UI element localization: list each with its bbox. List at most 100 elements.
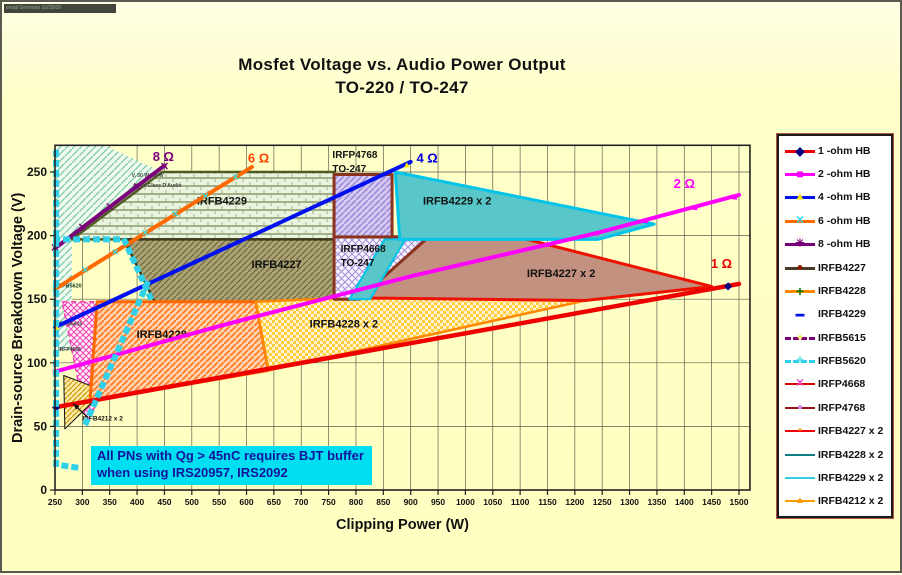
x-tick-label: 600 (239, 497, 253, 507)
x-tick-label: 1000 (456, 497, 475, 507)
label-IRFB4227: IRFB4227 (252, 259, 302, 271)
legend-label: IRFB4229 (818, 308, 866, 321)
label-IRFB4212-x-2: IRFB4212 x 2 (82, 415, 123, 422)
legend-item-2--ohm-HB: ■ 2 -ohm HB (785, 168, 889, 180)
y-tick-label: 150 (27, 292, 47, 306)
legend-item-1--ohm-HB: ◆ 1 -ohm HB (785, 145, 889, 157)
marker-6-ohm HB: ✕ (172, 209, 180, 219)
legend-line (785, 500, 815, 503)
x-tick-label: 1500 (730, 497, 749, 507)
legend-sample: ● (785, 402, 815, 414)
note-line2: when using IRS20957, IRS2092 (97, 464, 288, 480)
legend-line (785, 219, 815, 223)
legend-label: 2 -ohm HB (818, 168, 871, 181)
legend-sample: ▲ (785, 495, 815, 507)
legend-marker-icon: ▪ (798, 425, 802, 437)
marker-2-ohm HB: ■ (643, 215, 648, 225)
legend-label: 8 -ohm HB (818, 238, 871, 251)
legend-line (785, 173, 815, 177)
x-tick-label: 650 (267, 497, 281, 507)
legend-sample: ◆ (785, 145, 815, 157)
legend-item-IRFB4228: + IRFB4228 (785, 282, 889, 299)
label-TO-247: TO-247 (332, 164, 366, 175)
legend-sample: ✕ (785, 378, 815, 390)
x-tick-label: 700 (294, 497, 308, 507)
x-tick-label: 250 (48, 497, 62, 507)
marker-6-ohm HB: ✕ (232, 172, 240, 182)
chart-title-line2: TO-220 / TO-247 (335, 77, 469, 97)
x-tick-label: 400 (130, 497, 144, 507)
legend-label: IRFB4227 x 2 (818, 425, 884, 438)
dashed-IRFB5620-h (53, 236, 158, 309)
line-label-2-ohm HB: 2 Ω (674, 176, 695, 191)
x-tick-label: 900 (404, 497, 418, 507)
y-tick-label: 200 (27, 229, 47, 243)
legend-item-6--ohm-HB: ✕ 6 -ohm HB (785, 215, 889, 227)
marker-4-ohm HB: ▲ (402, 159, 411, 169)
legend-item-4--ohm-HB: ▲ 4 -ohm HB (785, 191, 889, 203)
legend-item-8--ohm-HB: ✳ 8 -ohm HB (785, 238, 889, 250)
marker-6-ohm HB: ✕ (111, 247, 119, 257)
legend-sample (785, 449, 815, 461)
legend-sample: ▬ (785, 308, 815, 320)
legend-label: IRFB5615 (818, 331, 866, 344)
marker-2-ohm HB: ■ (594, 228, 599, 238)
legend-marker-icon: ▲ (795, 495, 805, 507)
x-axis-title: Clipping Power (W) (336, 517, 469, 533)
legend-label: IRFB4229 x 2 (818, 471, 884, 484)
legend-marker-icon: ✦ (795, 354, 805, 367)
load-line-8-ohm HB (53, 163, 167, 251)
marker-8-ohm HB: ✕ (78, 222, 87, 234)
label-IRFP4668: IRFP4668 (58, 347, 81, 353)
legend-marker-icon: ✕ (795, 377, 805, 390)
legend-label: IRFB4228 x 2 (818, 448, 884, 461)
legend-sample: ▲ (785, 191, 815, 203)
note-line1: All PNs with Qg > 45nC requires BJT buff… (97, 448, 364, 463)
plot-border (54, 144, 751, 491)
legend-marker-icon: + (795, 282, 805, 299)
legend-label: IRFP4668 (818, 378, 866, 391)
x-tick-label: 300 (75, 497, 89, 507)
legend-sample: ▪ (785, 425, 815, 437)
label-IRFB4229-x-2: IRFB4229 x 2 (423, 195, 491, 207)
annotation-arrowhead (73, 403, 80, 410)
legend-line (785, 289, 815, 293)
marker-1-ohm HB: ◆ (723, 281, 732, 292)
legend-marker-icon: ● (796, 401, 804, 413)
chart-title: Mosfet Voltage vs. Audio Power Output TO… (92, 54, 712, 100)
x-tick-label: 1250 (593, 497, 612, 507)
region-IRFB4228x2 (254, 295, 587, 372)
legend-item-IRFB4228-x-2: IRFB4228 x 2 (785, 449, 889, 461)
legend-sample: ■ (785, 168, 815, 180)
legend-line (785, 360, 815, 364)
label-IRFP4668: IRFP4668 (341, 244, 386, 255)
line-label-8-ohm HB: 8 Ω (153, 149, 174, 164)
legend-box: ◆ 1 -ohm HB ■ 2 -ohm HB ▲ 4 -ohm HB ✕ 6 -ohm HB… (776, 133, 894, 519)
load-line-1-ohm HB (52, 281, 742, 410)
legend-label: IRFB5620 (818, 355, 866, 368)
legend-label: IRFP4768 (818, 401, 866, 414)
legend-marker-icon: ● (796, 261, 804, 274)
line-label-4-ohm HB: 4 Ω (416, 151, 437, 166)
line-label-6-ohm HB: 6 Ω (248, 151, 269, 166)
legend-label: 4 -ohm HB (818, 191, 871, 204)
legend-line (785, 383, 815, 386)
region-IRFB5615-area (56, 145, 163, 351)
load-line-2-ohm HB (53, 192, 741, 374)
x-tick-label: 1350 (647, 497, 666, 507)
legend-label: 6 -ohm HB (818, 214, 871, 227)
load-line-6-ohm HB (53, 164, 254, 292)
region-IRFB4229x2 (393, 170, 656, 241)
legend-marker-icon: ◆ (795, 143, 805, 158)
marker-8-ohm HB: ✕ (105, 202, 114, 214)
marker-2-ohm HB: ■ (545, 240, 550, 250)
legend-line (785, 453, 815, 456)
legend-line (785, 149, 815, 153)
legend-item-IRFB4212-x-2: ▲ IRFB4212 x 2 (785, 495, 889, 507)
load-line-4-ohm HB (53, 159, 413, 330)
label-IRFB4229: IRFB4229 (197, 195, 247, 207)
label-at-4%-Class-D-Audio: at 4% Class D Audio (133, 183, 181, 189)
dashed-IRFB5620-d (81, 279, 151, 430)
x-tick-label: 1200 (565, 497, 584, 507)
